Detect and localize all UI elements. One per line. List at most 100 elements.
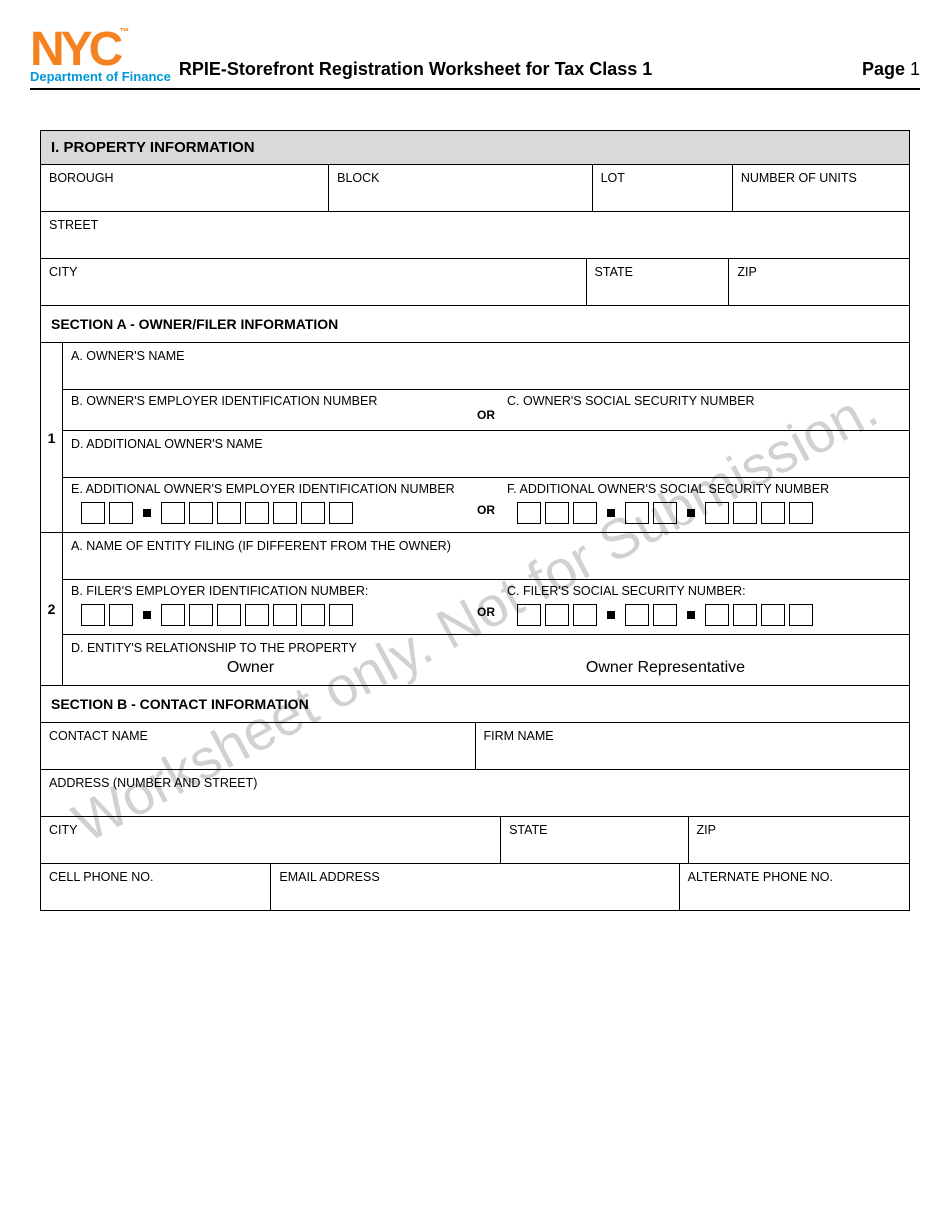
boxes-filer-ssn[interactable] [517, 604, 901, 626]
char-box[interactable] [545, 604, 569, 626]
char-box[interactable] [329, 604, 353, 626]
relationship-options: Owner Owner Representative [71, 659, 901, 677]
field-alt-phone[interactable]: ALTERNATE PHONE NO. [680, 864, 909, 910]
prop-row-2: STREET [41, 211, 909, 258]
or-label-2: OR [477, 503, 495, 517]
group-2-stack: A. NAME OF ENTITY FILING (IF DIFFERENT F… [63, 533, 909, 685]
field-owner-ssn[interactable]: C. OWNER'S SOCIAL SECURITY NUMBER [507, 394, 901, 408]
char-box[interactable] [625, 604, 649, 626]
group-1-index: 1 [41, 343, 63, 532]
field-email[interactable]: EMAIL ADDRESS [271, 864, 679, 910]
char-box[interactable] [761, 502, 785, 524]
label-add-owner-ein: E. ADDITIONAL OWNER'S EMPLOYER IDENTIFIC… [71, 482, 465, 496]
char-box[interactable] [109, 604, 133, 626]
boxes-add-owner-ssn[interactable] [517, 502, 901, 524]
field-entity-name[interactable]: A. NAME OF ENTITY FILING (IF DIFFERENT F… [63, 533, 909, 579]
separator-dash [687, 509, 695, 517]
boxes-add-owner-ein[interactable] [81, 502, 465, 524]
option-owner-rep[interactable]: Owner Representative [586, 659, 745, 677]
prop-row-3: CITY STATE ZIP [41, 258, 909, 305]
separator-dash [143, 509, 151, 517]
char-box[interactable] [189, 502, 213, 524]
char-box[interactable] [517, 604, 541, 626]
char-box[interactable] [217, 604, 241, 626]
field-firm-name[interactable]: FIRM NAME [476, 723, 910, 769]
char-box[interactable] [161, 502, 185, 524]
field-contact-name[interactable]: CONTACT NAME [41, 723, 476, 769]
char-box[interactable] [273, 502, 297, 524]
field-contact-city[interactable]: CITY [41, 817, 501, 863]
boxes-filer-ein[interactable] [81, 604, 465, 626]
field-state[interactable]: STATE [587, 259, 730, 305]
field-address[interactable]: ADDRESS (NUMBER AND STREET) [41, 770, 909, 816]
char-box[interactable] [217, 502, 241, 524]
field-add-owner-ssn[interactable]: F. ADDITIONAL OWNER'S SOCIAL SECURITY NU… [507, 482, 901, 524]
field-cell-phone[interactable]: CELL PHONE NO. [41, 864, 271, 910]
field-contact-zip[interactable]: ZIP [689, 817, 910, 863]
section-1-heading: I. PROPERTY INFORMATION [41, 130, 909, 164]
char-box[interactable] [653, 502, 677, 524]
char-box[interactable] [705, 604, 729, 626]
field-contact-state[interactable]: STATE [501, 817, 688, 863]
separator-dash [607, 509, 615, 517]
char-box[interactable] [245, 502, 269, 524]
field-owner-name[interactable]: A. OWNER'S NAME [63, 343, 909, 389]
nyc-logo: NYC™ Department of Finance [30, 28, 171, 84]
char-box[interactable] [245, 604, 269, 626]
char-box[interactable] [573, 502, 597, 524]
char-box[interactable] [653, 604, 677, 626]
field-zip[interactable]: ZIP [729, 259, 909, 305]
logo-tm: ™ [119, 27, 129, 38]
page-number: Page 1 [862, 59, 920, 84]
char-box[interactable] [733, 604, 757, 626]
page: Worksheet only. Not for Submission. NYC™… [0, 0, 950, 1230]
field-owner-ein[interactable]: B. OWNER'S EMPLOYER IDENTIFICATION NUMBE… [71, 394, 465, 408]
char-box[interactable] [189, 604, 213, 626]
char-box[interactable] [81, 604, 105, 626]
char-box[interactable] [517, 502, 541, 524]
header-left: NYC™ Department of Finance RPIE-Storefro… [30, 28, 652, 84]
page-num: 1 [910, 59, 920, 79]
field-street[interactable]: STREET [41, 212, 909, 258]
char-box[interactable] [161, 604, 185, 626]
separator-dash [687, 611, 695, 619]
char-box[interactable] [761, 604, 785, 626]
field-borough[interactable]: BOROUGH [41, 165, 329, 211]
char-box[interactable] [625, 502, 649, 524]
field-filer-ein[interactable]: B. FILER'S EMPLOYER IDENTIFICATION NUMBE… [71, 584, 465, 626]
char-box[interactable] [733, 502, 757, 524]
option-owner[interactable]: Owner [227, 659, 274, 677]
group-1: 1 A. OWNER'S NAME B. OWNER'S EMPLOYER ID… [41, 342, 909, 532]
field-add-owner-ein[interactable]: E. ADDITIONAL OWNER'S EMPLOYER IDENTIFIC… [71, 482, 465, 524]
label-filer-ssn: C. FILER'S SOCIAL SECURITY NUMBER: [507, 584, 901, 598]
row-add-owner-ein-ssn: E. ADDITIONAL OWNER'S EMPLOYER IDENTIFIC… [63, 477, 909, 532]
contact-row-2: ADDRESS (NUMBER AND STREET) [41, 769, 909, 816]
contact-row-1: CONTACT NAME FIRM NAME [41, 722, 909, 769]
label-filer-ein: B. FILER'S EMPLOYER IDENTIFICATION NUMBE… [71, 584, 465, 598]
char-box[interactable] [273, 604, 297, 626]
header: NYC™ Department of Finance RPIE-Storefro… [30, 28, 920, 90]
char-box[interactable] [109, 502, 133, 524]
char-box[interactable] [705, 502, 729, 524]
field-city[interactable]: CITY [41, 259, 587, 305]
char-box[interactable] [301, 502, 325, 524]
char-box[interactable] [573, 604, 597, 626]
field-entity-relationship: D. ENTITY'S RELATIONSHIP TO THE PROPERTY… [63, 634, 909, 685]
field-add-owner-name[interactable]: D. ADDITIONAL OWNER'S NAME [63, 431, 909, 477]
char-box[interactable] [789, 604, 813, 626]
char-box[interactable] [789, 502, 813, 524]
contact-row-4: CELL PHONE NO. EMAIL ADDRESS ALTERNATE P… [41, 863, 909, 910]
field-filer-ssn[interactable]: C. FILER'S SOCIAL SECURITY NUMBER: [507, 584, 901, 626]
char-box[interactable] [545, 502, 569, 524]
logo-top: NYC [30, 23, 119, 76]
char-box[interactable] [301, 604, 325, 626]
page-label: Page [862, 59, 905, 79]
nyc-logo-text: NYC™ [30, 28, 171, 71]
field-block[interactable]: BLOCK [329, 165, 592, 211]
contact-row-3: CITY STATE ZIP [41, 816, 909, 863]
char-box[interactable] [81, 502, 105, 524]
field-lot[interactable]: LOT [593, 165, 733, 211]
char-box[interactable] [329, 502, 353, 524]
or-label-3: OR [477, 605, 495, 619]
field-units[interactable]: NUMBER OF UNITS [733, 165, 909, 211]
